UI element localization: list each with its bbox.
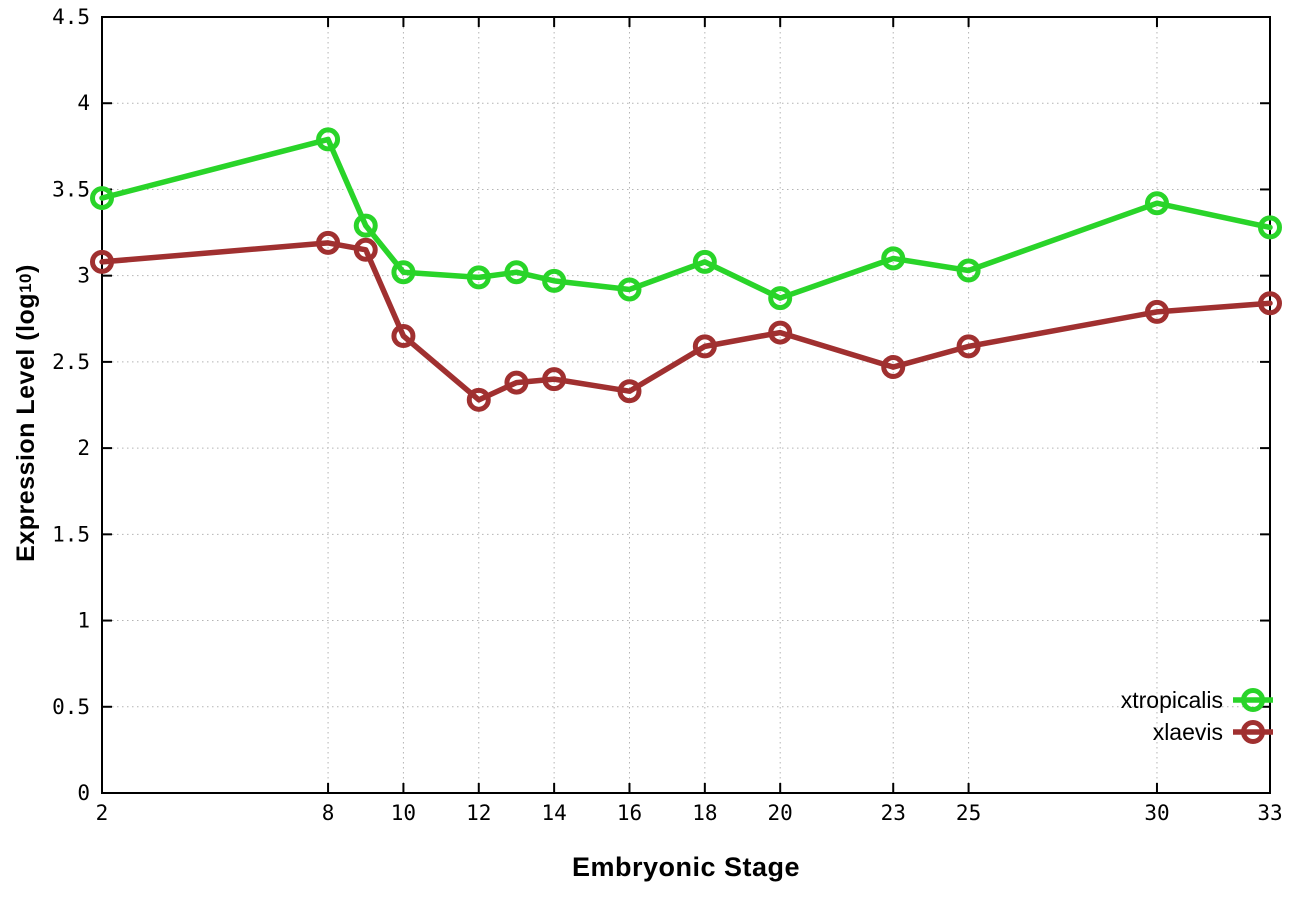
- data-point-marker: [768, 320, 793, 345]
- series-line-xtropicalis: [99, 136, 1273, 301]
- plot-border: [101, 16, 1271, 794]
- svg-text:0.5: 0.5: [52, 695, 90, 719]
- data-point-marker: [466, 387, 491, 412]
- data-point-marker: [617, 379, 642, 404]
- data-point-marker: [353, 237, 378, 262]
- y-axis-title-subscript: 10: [16, 273, 35, 293]
- svg-text:10: 10: [391, 801, 416, 825]
- line-marker-sample-icon: [1233, 720, 1273, 744]
- data-point-marker: [391, 324, 416, 349]
- x-axis-title: Embryonic Stage: [571, 852, 801, 882]
- y-axis-title-text: Expression Level (log: [11, 292, 40, 562]
- data-point-marker: [316, 230, 341, 255]
- legend-row-xlaevis: xlaevis: [1153, 718, 1274, 746]
- data-point-marker: [504, 260, 529, 285]
- x-tick-labels: 2 8 10 12 14 16 18 20 23 25 30 33: [96, 801, 1283, 825]
- data-point-marker: [316, 127, 341, 152]
- series-line-xlaevis: [99, 240, 1273, 403]
- y-axis-title-close: ): [11, 264, 40, 273]
- series-xtropicalis: [90, 127, 1282, 311]
- line-marker-sample-icon: [1233, 688, 1273, 712]
- svg-text:4.5: 4.5: [52, 5, 90, 29]
- data-point-marker: [692, 249, 717, 274]
- data-point-marker: [956, 334, 981, 359]
- gridlines: [102, 17, 1270, 793]
- legend-label-xtropicalis: xtropicalis: [1120, 687, 1223, 713]
- data-point-marker: [881, 246, 906, 271]
- data-point-marker: [466, 265, 491, 290]
- axis-ticks: [101, 16, 1271, 794]
- svg-text:3.5: 3.5: [52, 177, 90, 201]
- data-point-marker: [90, 249, 114, 274]
- svg-text:25: 25: [956, 801, 981, 825]
- data-point-marker: [90, 186, 114, 211]
- svg-text:1.5: 1.5: [52, 522, 90, 546]
- svg-text:0: 0: [77, 781, 90, 805]
- data-point-marker: [1144, 191, 1169, 216]
- svg-text:18: 18: [692, 801, 717, 825]
- data-point-marker: [881, 355, 906, 380]
- svg-text:23: 23: [881, 801, 906, 825]
- svg-text:2: 2: [77, 436, 90, 460]
- legend-label-xlaevis: xlaevis: [1152, 719, 1223, 745]
- y-tick-labels: 0 0.5 1 1.5 2 2.5 3 3.5 4 4.5: [52, 5, 90, 805]
- svg-text:12: 12: [466, 801, 491, 825]
- svg-text:2.5: 2.5: [52, 350, 90, 374]
- legend: xtropicalis xlaevis: [1121, 686, 1274, 746]
- data-point-marker: [353, 213, 378, 238]
- svg-text:8: 8: [322, 801, 335, 825]
- svg-text:14: 14: [541, 801, 566, 825]
- data-point-marker: [542, 268, 567, 293]
- svg-text:30: 30: [1144, 801, 1169, 825]
- svg-text:16: 16: [617, 801, 642, 825]
- svg-text:20: 20: [768, 801, 793, 825]
- svg-text:33: 33: [1257, 801, 1282, 825]
- svg-text:4: 4: [77, 91, 90, 115]
- data-point-marker: [1258, 291, 1282, 316]
- svg-text:1: 1: [77, 609, 90, 633]
- data-point-marker: [617, 277, 642, 302]
- svg-text:3: 3: [77, 264, 90, 288]
- data-point-marker: [1144, 299, 1169, 324]
- data-point-marker: [956, 258, 981, 283]
- data-point-marker: [768, 286, 793, 311]
- svg-text:2: 2: [96, 801, 109, 825]
- y-axis-title: Expression Level (log 10): [6, 25, 46, 801]
- data-point-marker: [1258, 215, 1282, 240]
- data-point-marker: [391, 260, 416, 285]
- data-point-marker: [542, 367, 567, 392]
- data-point-marker: [692, 334, 717, 359]
- series-xlaevis: [90, 230, 1282, 412]
- data-point-marker: [504, 370, 529, 395]
- legend-row-xtropicalis: xtropicalis: [1121, 686, 1274, 714]
